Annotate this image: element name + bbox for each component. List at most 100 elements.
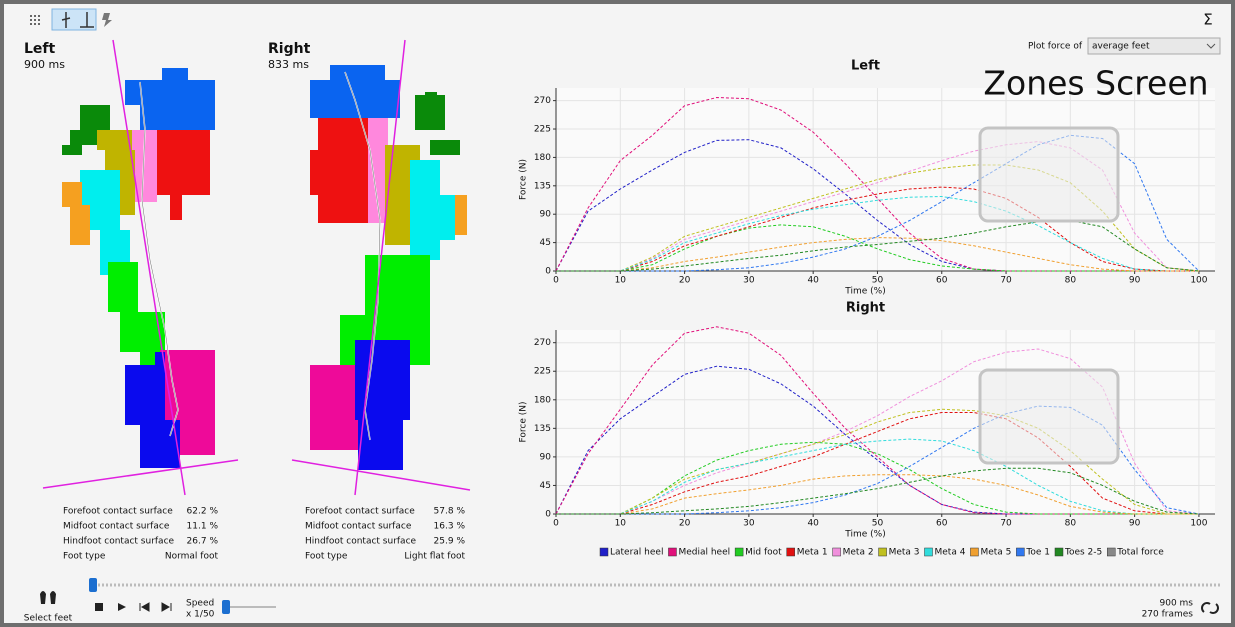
stat-name: Forefoot contact surface xyxy=(305,507,415,517)
stat-value: Normal foot xyxy=(165,552,219,562)
y-tick-label: 225 xyxy=(534,367,551,377)
grid-button[interactable] xyxy=(30,15,40,25)
app-window: Σ Plot force of average feet Left 900 ms… xyxy=(0,0,1235,627)
y-tick-label: 180 xyxy=(534,153,551,163)
stat-name: Foot type xyxy=(305,552,348,562)
legend-swatch xyxy=(1107,548,1115,556)
x-tick-label: 40 xyxy=(807,276,819,286)
foot-label: Right xyxy=(268,41,311,57)
screen-caption: Zones Screen xyxy=(983,64,1208,103)
timeline-thumb[interactable] xyxy=(89,578,97,592)
stat-value: 16.3 % xyxy=(434,522,466,532)
y-tick-label: 45 xyxy=(540,238,551,248)
y-tick-label: 225 xyxy=(534,125,551,135)
x-tick-label: 40 xyxy=(807,519,819,529)
chart-title: Left xyxy=(851,59,880,74)
legend-label: Meta 3 xyxy=(889,548,920,558)
foot-label: Left xyxy=(24,41,56,57)
y-tick-label: 180 xyxy=(534,395,551,405)
x-tick-label: 50 xyxy=(872,276,884,286)
stat-value: Light flat foot xyxy=(404,552,465,562)
speed-label: Speed xyxy=(186,599,214,609)
y-tick-label: 90 xyxy=(540,210,552,220)
legend-swatch xyxy=(787,548,795,556)
x-tick-label: 60 xyxy=(936,519,948,529)
legend-label: Meta 1 xyxy=(797,548,828,558)
x-tick-label: 90 xyxy=(1129,519,1141,529)
legend-swatch xyxy=(833,548,841,556)
frame-count: 270 frames xyxy=(1142,610,1194,620)
legend-label: Toes 2-5 xyxy=(1064,548,1102,558)
x-tick-label: 30 xyxy=(743,519,755,529)
legend-swatch xyxy=(1016,548,1024,556)
legend-label: Medial heel xyxy=(678,548,730,558)
y-tick-label: 90 xyxy=(540,452,552,462)
stat-name: Midfoot contact surface xyxy=(305,522,412,532)
legend-swatch xyxy=(600,548,608,556)
stat-value: 57.8 % xyxy=(434,507,466,517)
stat-value: 62.2 % xyxy=(187,507,219,517)
stat-value: 25.9 % xyxy=(434,537,466,547)
x-tick-label: 0 xyxy=(553,276,559,286)
y-tick-label: 45 xyxy=(540,481,551,491)
x-tick-label: 100 xyxy=(1190,276,1207,286)
y-tick-label: 270 xyxy=(534,338,551,348)
legend-label: Total force xyxy=(1116,548,1164,558)
y-tick-label: 0 xyxy=(545,510,551,520)
y-tick-label: 0 xyxy=(545,267,551,277)
x-tick-label: 80 xyxy=(1065,519,1077,529)
legend-swatch xyxy=(735,548,743,556)
legend-swatch xyxy=(879,548,887,556)
stat-value: 26.7 % xyxy=(187,537,219,547)
stat-name: Foot type xyxy=(63,552,106,562)
page: Σ Plot force of average feet Left 900 ms… xyxy=(0,0,1235,627)
plot-force-label: Plot force of xyxy=(1028,42,1083,52)
x-tick-label: 80 xyxy=(1065,276,1077,286)
legend-swatch xyxy=(970,548,978,556)
x-tick-label: 60 xyxy=(936,276,948,286)
stat-name: Hindfoot contact surface xyxy=(305,537,417,547)
foot-time: 900 ms xyxy=(24,58,65,71)
stat-name: Midfoot contact surface xyxy=(63,522,170,532)
foot-time: 833 ms xyxy=(268,58,309,71)
legend-label: Meta 5 xyxy=(980,548,1011,558)
y-tick-label: 135 xyxy=(534,181,551,191)
y-tick-label: 135 xyxy=(534,424,551,434)
select-feet-label: Select feet xyxy=(24,614,73,624)
legend-label: Lateral heel xyxy=(610,548,663,558)
x-axis-label: Time (%) xyxy=(844,287,885,297)
stop-button[interactable] xyxy=(95,603,103,611)
legend-label: Toe 1 xyxy=(1025,548,1050,558)
x-axis-label: Time (%) xyxy=(844,530,885,540)
highlight-box xyxy=(980,370,1118,463)
x-tick-label: 20 xyxy=(679,519,691,529)
legend-label: Meta 4 xyxy=(935,548,966,558)
x-tick-label: 70 xyxy=(1000,519,1012,529)
stat-name: Hindfoot contact surface xyxy=(63,537,175,547)
x-tick-label: 20 xyxy=(679,276,691,286)
chart-title: Right xyxy=(846,301,885,316)
y-tick-label: 270 xyxy=(534,96,551,106)
x-tick-label: 100 xyxy=(1190,519,1207,529)
highlight-box xyxy=(980,128,1118,221)
current-time: 900 ms xyxy=(1160,599,1194,609)
legend-label: Mid foot xyxy=(745,548,782,558)
sum-button[interactable]: Σ xyxy=(1203,11,1212,29)
x-tick-label: 50 xyxy=(872,519,884,529)
speed-slider[interactable] xyxy=(222,600,230,614)
plot-force-value: average feet xyxy=(1092,42,1150,52)
legend-swatch xyxy=(925,548,933,556)
x-tick-label: 10 xyxy=(615,276,627,286)
y-axis-label: Force (N) xyxy=(519,402,529,443)
stat-value: 11.1 % xyxy=(187,522,219,532)
y-axis-label: Force (N) xyxy=(519,159,529,200)
x-tick-label: 30 xyxy=(743,276,755,286)
x-tick-label: 0 xyxy=(553,519,559,529)
legend-swatch xyxy=(668,548,676,556)
stat-name: Forefoot contact surface xyxy=(63,507,173,517)
speed-value: x 1/50 xyxy=(186,610,215,620)
legend-label: Meta 2 xyxy=(843,548,874,558)
legend-swatch xyxy=(1055,548,1063,556)
x-tick-label: 10 xyxy=(615,519,627,529)
x-tick-label: 70 xyxy=(1000,276,1012,286)
